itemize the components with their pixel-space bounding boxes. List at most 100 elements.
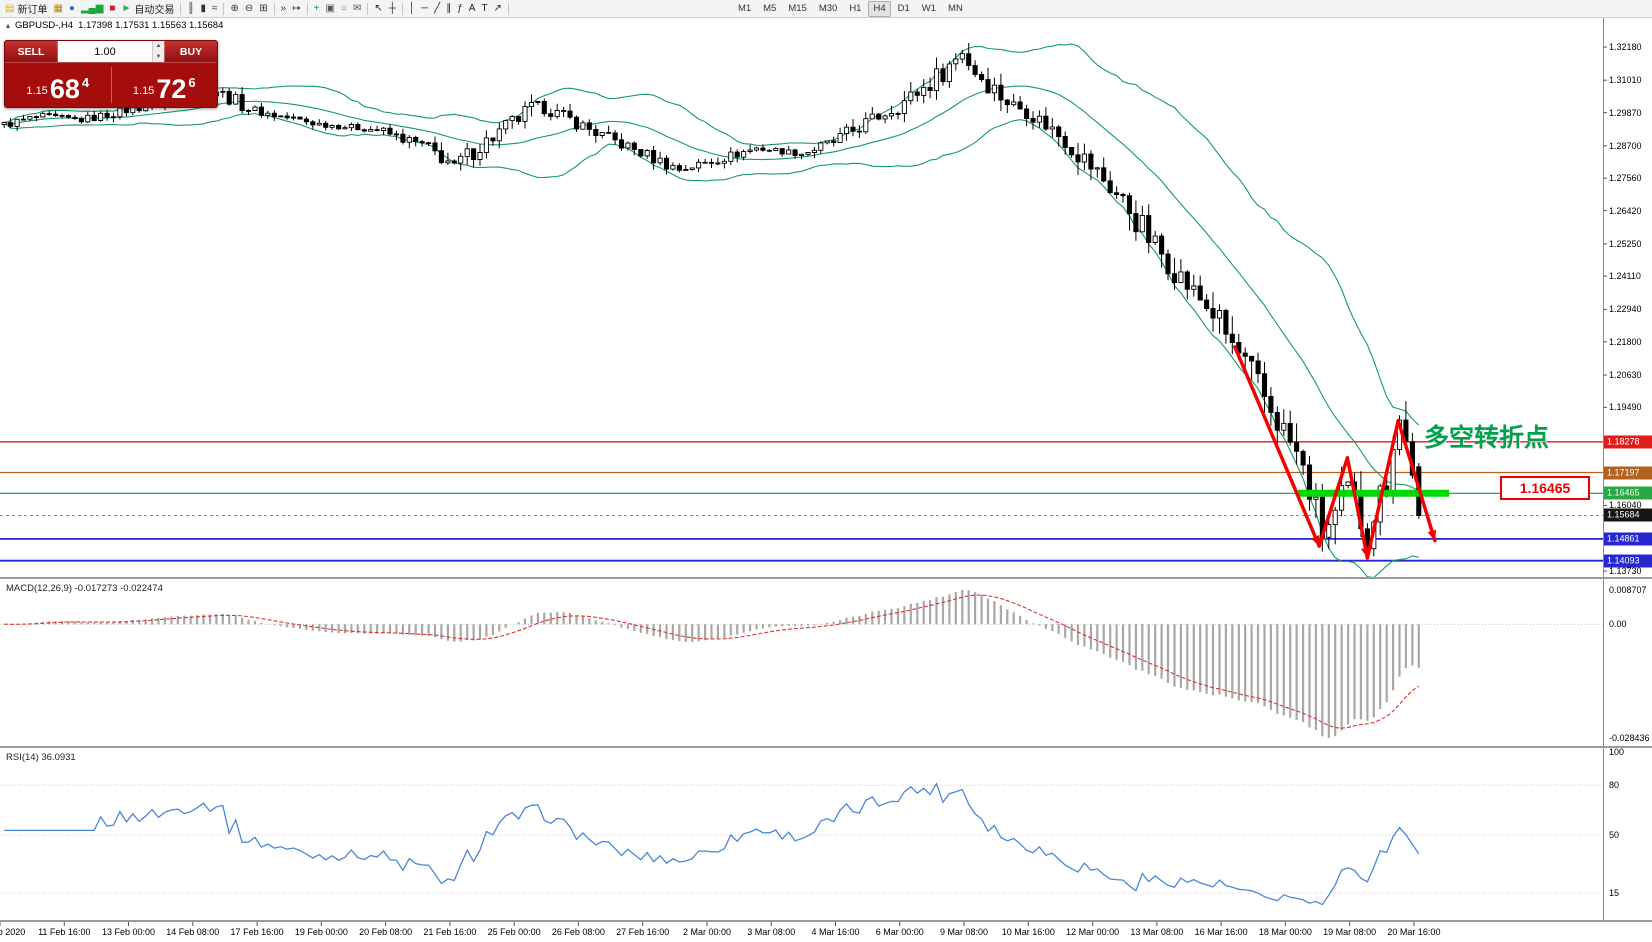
indicators-icon: +: [313, 2, 320, 14]
toolbar-separator: [367, 2, 369, 15]
zoom-out-icon[interactable]: ⊖: [242, 1, 256, 16]
news-icon[interactable]: ■: [106, 1, 118, 16]
timeframe-d1-button[interactable]: D1: [897, 3, 910, 14]
one-click-trading-panel: SELL ▲ ▼ BUY 1.15 68 4 1.15 72 6: [4, 40, 218, 108]
mail-icon[interactable]: ✉: [350, 1, 364, 16]
trendline-icon: ╱: [434, 2, 441, 14]
zoom-in-icon[interactable]: ⊕: [227, 1, 241, 16]
symbol-ohlc: 1.17398 1.17531 1.15563 1.15684: [78, 20, 224, 31]
timeframe-m5-button[interactable]: M5: [763, 3, 777, 14]
buy-price[interactable]: 1.15 72 6: [112, 63, 218, 107]
macd-indicator-label: MACD(12,26,9) -0.017273 -0.022474: [6, 583, 163, 594]
zoom-in-icon: ⊕: [230, 2, 239, 14]
turning-point-annotation[interactable]: 多空转折点: [1424, 424, 1550, 452]
line-chart-icon[interactable]: ≈: [209, 1, 221, 16]
new-order-button[interactable]: ▤ 新订单: [2, 1, 50, 16]
candlestick-chart-icon: ▮: [200, 2, 206, 14]
toolbar-separator: [180, 2, 182, 15]
tile-windows-icon[interactable]: ⊞: [256, 1, 270, 16]
label-icon: T: [481, 2, 488, 14]
panel-splitter-macd[interactable]: [0, 577, 1652, 579]
tile-windows-icon: ⊞: [259, 2, 268, 14]
mail-icon: ✉: [352, 2, 362, 14]
timeframe-m1-button[interactable]: M1: [737, 3, 752, 14]
volume-spinner: ▲ ▼: [152, 41, 164, 62]
signal-icon[interactable]: ▂▄▆: [78, 1, 106, 16]
toolbar-buttons: ▤ 新订单 ▦ ● ▂▄▆ ■ ► 自动交易 ║ ▮ ≈ ⊕ ⊖ ⊞» ↦ + ▣ ○ ✉ ↖ ┼ │ ─ ╱ ∥ ƒ A T ↗: [2, 0, 512, 17]
objects-icon: ▣: [325, 2, 335, 14]
arrows-icon[interactable]: ↗: [491, 1, 505, 16]
indicators-icon[interactable]: +: [311, 1, 323, 16]
buy-price-base: 1.15: [132, 84, 155, 97]
auto-trading-button-label: 自动交易: [134, 5, 175, 16]
horizontal-line-icon[interactable]: ─: [418, 1, 431, 16]
price-level-badge[interactable]: 1.16465: [1500, 476, 1590, 500]
timeframe-m30-button[interactable]: M30: [818, 3, 838, 14]
toolbar-separator: [273, 2, 275, 15]
fibonacci-icon: ƒ: [457, 2, 463, 14]
contacts-icon: ●: [68, 2, 75, 14]
arrows-icon: ↗: [493, 2, 502, 14]
sell-button[interactable]: SELL: [5, 41, 58, 62]
timeframe-h1-button[interactable]: H1: [849, 3, 862, 14]
timeframe-m15-button[interactable]: M15: [788, 3, 807, 14]
volume-down-button[interactable]: ▼: [153, 51, 164, 62]
vertical-line-icon[interactable]: │: [406, 1, 418, 16]
label-icon[interactable]: T: [478, 1, 490, 16]
toolbar: ▤ 新订单 ▦ ● ▂▄▆ ■ ► 自动交易 ║ ▮ ≈ ⊕ ⊖ ⊞» ↦ + ▣ ○ ✉ ↖ ┼ │ ─ ╱ ∥ ƒ A T ↗ M1…: [0, 0, 1652, 18]
sell-price-pips: 68: [49, 73, 80, 104]
timeframe-mn-button[interactable]: MN: [948, 3, 963, 14]
text-icon: A: [468, 2, 476, 14]
fibonacci-icon[interactable]: ƒ: [454, 1, 466, 16]
zoom-out-icon: ⊖: [244, 2, 254, 14]
new-order-button-label: 新订单: [17, 5, 48, 16]
timeframe-w1-button[interactable]: W1: [921, 3, 937, 14]
channel-icon[interactable]: ∥: [443, 1, 454, 16]
auto-scroll-icon: »: [280, 2, 287, 14]
sell-price-fraction: 4: [81, 75, 90, 90]
timeframe-toolbar: M1 M5 M15 M30 H1 H4 D1 W1 MN: [732, 0, 969, 17]
crosshair-icon[interactable]: ┼: [386, 1, 399, 16]
toolbar-separator: [306, 2, 308, 15]
trendline-icon[interactable]: ╱: [431, 1, 443, 16]
timeframe-h4-button[interactable]: H4: [868, 0, 891, 17]
buy-button[interactable]: BUY: [164, 41, 217, 62]
panel-splitter-rsi[interactable]: [0, 746, 1652, 748]
volume-input[interactable]: [58, 44, 152, 59]
contacts-icon[interactable]: ●: [66, 1, 78, 16]
news-icon: ■: [109, 2, 116, 14]
auto-scroll-icon[interactable]: »: [278, 1, 290, 16]
sell-price[interactable]: 1.15 68 4: [5, 63, 111, 107]
volume-field: ▲ ▼: [58, 41, 164, 62]
auto-trading-icon: ►: [121, 2, 132, 14]
clock-icon: ○: [340, 2, 347, 14]
trade-panel-divider: [110, 67, 112, 103]
rsi-indicator-label: RSI(14) 36.0931: [6, 752, 76, 763]
one-click-toggle-icon[interactable]: ▴: [6, 21, 11, 30]
channel-icon: ∥: [446, 2, 452, 14]
vertical-line-icon: │: [408, 2, 416, 14]
crosshair-icon: ┼: [388, 2, 396, 14]
signal-icon: ▂▄▆: [80, 2, 104, 14]
buy-price-fraction: 6: [188, 75, 196, 90]
objects-icon[interactable]: ▣: [322, 1, 337, 16]
text-icon[interactable]: A: [466, 1, 479, 16]
toolbar-separator: [507, 2, 509, 15]
toolbar-separator: [401, 2, 403, 15]
volume-up-button[interactable]: ▲: [153, 41, 164, 52]
bar-chart-icon[interactable]: ║: [184, 1, 197, 16]
horizontal-line-icon: ─: [421, 2, 429, 14]
candlestick-chart-icon[interactable]: ▮: [197, 1, 209, 16]
charts-grid-icon: ▦: [53, 2, 63, 14]
cursor-icon[interactable]: ↖: [371, 1, 385, 16]
cursor-icon: ↖: [374, 2, 383, 14]
auto-trading-button[interactable]: ► 自动交易: [118, 1, 177, 16]
panel-splitter-time[interactable]: [0, 920, 1652, 922]
chart-shift-icon[interactable]: ↦: [289, 1, 303, 16]
buy-price-pips: 72: [156, 73, 187, 104]
sell-price-base: 1.15: [26, 84, 48, 97]
charts-grid-icon[interactable]: ▦: [50, 1, 65, 16]
symbol-title: ▴ GBPUSD-,H4 1.17398 1.17531 1.15563 1.1…: [6, 20, 223, 31]
clock-icon[interactable]: ○: [338, 1, 350, 16]
